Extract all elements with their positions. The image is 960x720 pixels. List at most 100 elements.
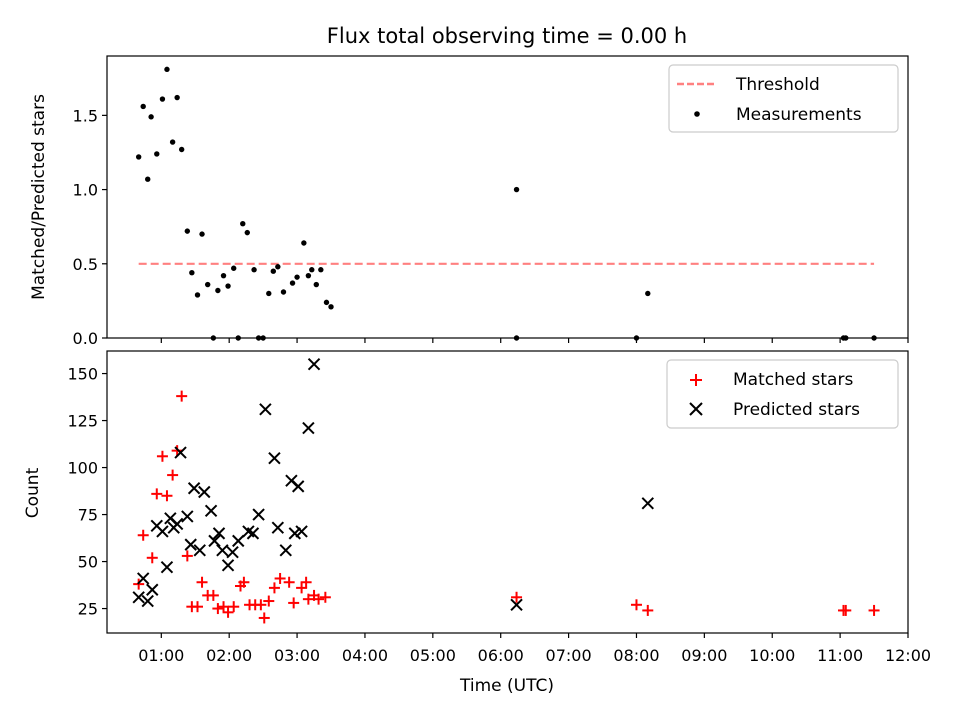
cross-stroke: [226, 545, 239, 559]
matched-star-point: [196, 576, 208, 588]
cross-stroke: [141, 594, 154, 608]
matched-star-point: [302, 593, 314, 605]
counts-y-tick-label: 150: [67, 365, 98, 384]
predicted-star-point: [181, 510, 194, 523]
counts-y-tick-label: 125: [67, 412, 98, 431]
counts-y-tick-label: 50: [78, 553, 98, 572]
cross-stroke: [295, 525, 308, 538]
ratio-y-tick-label: 1.5: [73, 106, 98, 125]
matched-star-point: [161, 490, 173, 502]
matched-star-point: [181, 550, 193, 562]
measurement-point: [270, 268, 277, 274]
matched-star-point: [207, 589, 219, 601]
chart-title: Flux total observing time = 0.00 h: [327, 24, 687, 48]
cross-stroke: [150, 519, 163, 533]
predicted-star-point: [232, 534, 245, 548]
matched-star-point: [218, 601, 230, 613]
cross-stroke: [221, 559, 235, 572]
x-tick-label: 08:00: [613, 646, 659, 665]
counts-axes-frame: [106, 350, 909, 634]
measurement-point: [240, 221, 246, 227]
measurement-point: [289, 280, 296, 286]
matched-star-point: [238, 576, 250, 588]
matched-star-point: [212, 603, 224, 615]
counts-y-tick-label: 25: [78, 600, 98, 619]
matched-star-point: [258, 612, 270, 624]
cross-stroke: [184, 538, 197, 551]
measurement-point: [323, 299, 330, 306]
cross-stroke: [160, 560, 174, 574]
measurement-point: [174, 94, 180, 101]
x-tick-label: 04:00: [342, 646, 388, 665]
legend-measurements-swatch: [694, 111, 700, 117]
counts-legend: Matched stars Predicted stars: [666, 359, 899, 429]
matched-star-point: [840, 604, 852, 616]
predicted-star-point: [271, 521, 285, 534]
matched-star-point: [137, 529, 149, 541]
measurement-point: [280, 289, 287, 295]
predicted-star-point: [307, 357, 321, 371]
matched-star-point: [274, 572, 286, 584]
predicted-star-point: [216, 544, 229, 557]
cross-stroke: [212, 527, 226, 540]
matched-star-point: [630, 599, 642, 611]
ratio-axis-ticks: 0.0 0.5 1.0 1.5: [73, 106, 909, 348]
predicted-star-point: [252, 508, 265, 521]
x-tick-label: 06:00: [478, 646, 524, 665]
matched-star-point: [263, 595, 275, 607]
measurement-point: [135, 154, 142, 160]
x-tick-label: 12:00: [885, 646, 931, 665]
predicted-star-point: [279, 544, 292, 557]
legend-threshold-label: Threshold: [735, 75, 820, 95]
predicted-star-point: [259, 403, 272, 416]
counts-axis-ticks: 25 50 75 100 125 150 01:00 02:00 03:00 04:00 05:00…: [67, 365, 931, 665]
cross-stroke: [510, 598, 523, 612]
matched-star-point: [228, 601, 240, 613]
predicted-star-point: [193, 544, 206, 557]
cross-stroke: [193, 544, 206, 557]
measurement-point: [275, 264, 281, 270]
predicted-star-point: [187, 482, 201, 495]
x-tick-label: 10:00: [749, 646, 795, 665]
cross-stroke: [170, 517, 184, 531]
counts-panel: 25 50 75 100 125 150 01:00 02:00 03:00 04:00 05:00…: [23, 350, 931, 696]
cross-stroke: [187, 482, 201, 495]
ratio-y-tick-label: 1.0: [73, 181, 98, 200]
ratio-axes-frame: [106, 55, 909, 339]
cross-stroke: [307, 357, 321, 371]
cross-stroke: [146, 583, 159, 596]
cross-stroke: [285, 474, 298, 487]
measurement-point: [178, 146, 185, 153]
measurement-point: [145, 176, 151, 182]
cross-stroke: [242, 525, 255, 538]
measurement-point: [164, 66, 170, 73]
matched-star-point: [255, 599, 267, 611]
predicted-star-point: [156, 525, 169, 538]
matched-star-point: [642, 604, 654, 616]
cross-stroke: [174, 446, 187, 459]
x-tick-label: 03:00: [274, 646, 320, 665]
matched-star-point: [300, 576, 312, 588]
predicted-star-point: [141, 594, 154, 608]
predicted-star-point: [221, 559, 235, 572]
ratio-panel: 0.0 0.5 1.0 1.5 Matched/Predicted stars Thr…: [29, 55, 909, 348]
cross-stroke: [252, 508, 265, 521]
cross-stroke: [136, 572, 150, 585]
legend-predicted-swatch: [689, 402, 703, 416]
measurement-point: [313, 281, 320, 288]
legend-matched-label: Matched stars: [733, 370, 853, 390]
cross-stroke: [246, 527, 260, 540]
cross-stroke: [641, 497, 654, 510]
measurement-point: [140, 103, 146, 110]
cross-stroke: [302, 421, 315, 435]
measurement-point: [159, 96, 166, 102]
cross-stroke: [181, 510, 194, 523]
matched-star-point: [146, 552, 158, 564]
predicted-star-point: [184, 538, 197, 551]
matched-star-point: [222, 606, 234, 618]
matched-star-point: [176, 390, 188, 402]
measurement-point: [231, 265, 237, 271]
ratio-legend: Threshold Measurements: [668, 64, 899, 133]
cross-stroke: [259, 403, 272, 416]
predicted-star-point: [204, 504, 218, 518]
